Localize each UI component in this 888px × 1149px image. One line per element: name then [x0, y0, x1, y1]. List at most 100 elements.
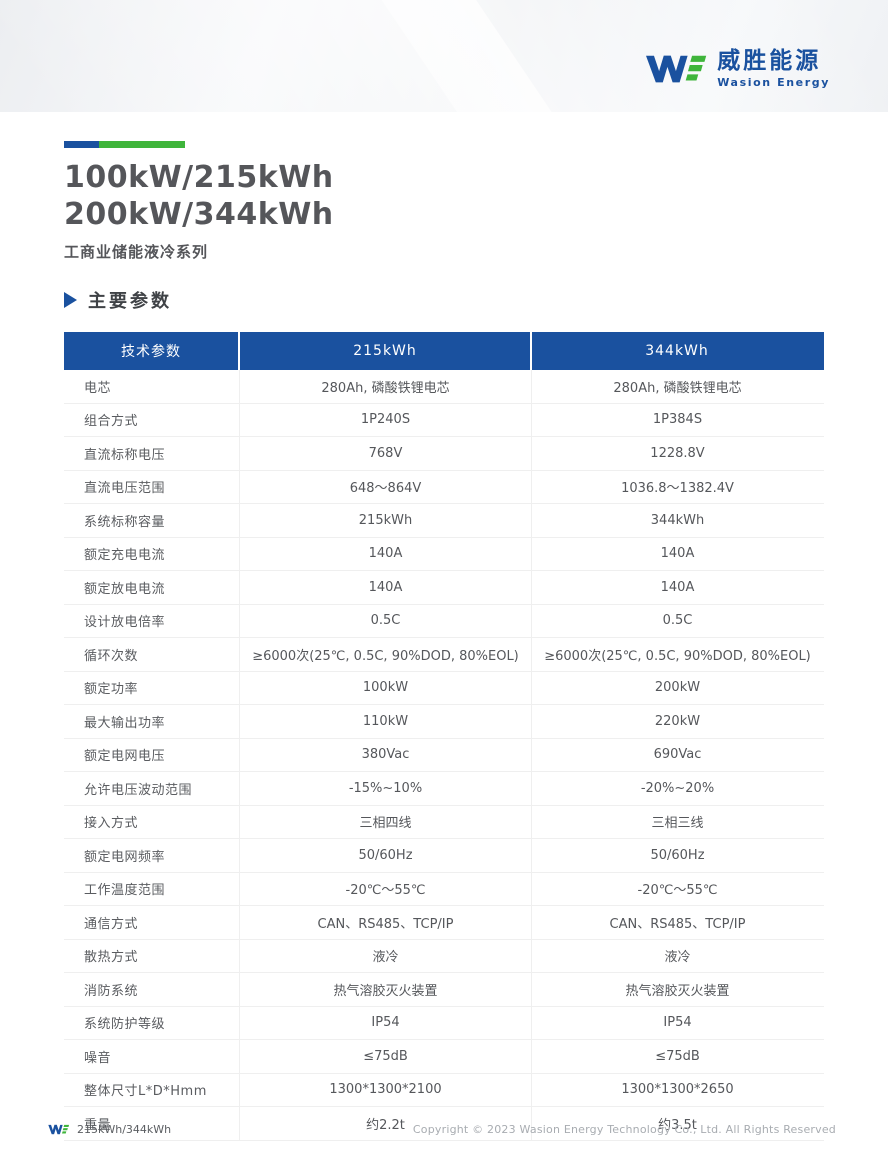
- param-name: 额定功率: [64, 671, 240, 704]
- value-215kwh: 768V: [240, 437, 532, 470]
- value-215kwh: ≥6000次(25℃, 0.5C, 90%DOD, 80%EOL): [240, 638, 532, 671]
- value-344kwh: -20%~20%: [640, 780, 715, 796]
- param-name: 额定充电电流: [64, 537, 240, 570]
- value-215kwh: 50/60Hz: [240, 839, 532, 872]
- footer-model-label: 215kWh/344kWh: [77, 1122, 172, 1136]
- spec-table: 技术参数 215kWh 344kWh 电芯 280Ah, 磷酸铁锂电芯 280Ah,…: [64, 332, 824, 1141]
- table-row: 系统标称容量 215kWh 344kWh: [64, 504, 824, 538]
- table-row: 电芯 280Ah, 磷酸铁锂电芯 280Ah, 磷酸铁锂电芯: [64, 370, 824, 404]
- value-215kwh: 1300*1300*2100: [240, 1073, 532, 1106]
- column-header-215kwh: 215kWh: [240, 332, 532, 370]
- table-row: 工作温度范围 -20℃～55℃ -20℃～55℃: [64, 872, 824, 906]
- param-name: 直流标称电压: [64, 437, 240, 470]
- param-name: 消防系统: [64, 973, 240, 1006]
- table-row: 散热方式 液冷 液冷: [64, 939, 824, 973]
- value-344kwh: 140A: [660, 546, 695, 562]
- value-344kwh: 220kW: [654, 713, 701, 729]
- page-subtitle: 工商业储能液冷系列: [64, 243, 209, 261]
- value-215kwh: 约2.2t: [240, 1107, 532, 1140]
- value-344kwh: 三相三线: [651, 816, 704, 832]
- value-215kwh: 1P240S: [240, 403, 532, 436]
- value-215kwh: 140A: [240, 571, 532, 604]
- page-footer: 215kWh/344kWh Copyright © 2023 Wasion En…: [0, 1115, 888, 1149]
- param-name: 额定电网电压: [64, 738, 240, 771]
- param-name: 额定放电电流: [64, 571, 240, 604]
- accent-bar-green: [99, 141, 185, 148]
- param-name: 散热方式: [64, 939, 240, 972]
- page-title-line2: 200kW/344kWh: [64, 197, 334, 232]
- top-banner: 威胜能源 Wasion Energy: [0, 0, 888, 112]
- value-215kwh: 三相四线: [240, 805, 532, 838]
- table-row: 通信方式 CAN、RS485、TCP/IP CAN、RS485、TCP/IP: [64, 906, 824, 940]
- table-row: 重量 约2.2t 约3.5t: [64, 1107, 824, 1141]
- table-row: 额定放电电流 140A 140A: [64, 571, 824, 605]
- param-name: 允许电压波动范围: [64, 772, 240, 805]
- brand-name: 威胜能源 Wasion Energy: [717, 50, 830, 89]
- spec-table-body: 电芯 280Ah, 磷酸铁锂电芯 280Ah, 磷酸铁锂电芯 组合方式 1P240S 1P…: [64, 370, 824, 1141]
- footer-brand: 215kWh/344kWh: [48, 1120, 171, 1139]
- table-row: 组合方式 1P240S 1P384S: [64, 403, 824, 437]
- value-215kwh: 110kW: [240, 705, 532, 738]
- value-344kwh: 200kW: [654, 680, 701, 696]
- value-215kwh: CAN、RS485、TCP/IP: [240, 906, 532, 939]
- table-row: 额定电网电压 380Vac 690Vac: [64, 738, 824, 772]
- table-row: 额定充电电流 140A 140A: [64, 537, 824, 571]
- value-344kwh: -20℃～55℃: [637, 883, 718, 899]
- value-344kwh: 1300*1300*2650: [621, 1082, 734, 1098]
- footer-copyright: Copyright © 2023 Wasion Energy Technolog…: [412, 1122, 836, 1136]
- value-215kwh: -20℃～55℃: [240, 872, 532, 905]
- value-215kwh: 热气溶胶灭火装置: [240, 973, 532, 1006]
- value-344kwh: 280Ah, 磷酸铁锂电芯: [613, 380, 742, 396]
- table-row: 系统防护等级 IP54 IP54: [64, 1006, 824, 1040]
- accent-bar: [64, 141, 185, 148]
- value-344kwh: 344kWh: [650, 512, 705, 528]
- value-344kwh: CAN、RS485、TCP/IP: [609, 916, 746, 932]
- value-344kwh: 1P384S: [652, 412, 703, 428]
- page-content: 100kW/215kWh 200kW/344kWh 工商业储能液冷系列 主要参数…: [0, 141, 888, 1141]
- param-name: 最大输出功率: [64, 705, 240, 738]
- table-row: 噪音 ≤75dB ≤75dB: [64, 1040, 824, 1074]
- table-row: 最大输出功率 110kW 220kW: [64, 705, 824, 739]
- value-344kwh: 1228.8V: [650, 445, 705, 461]
- value-215kwh: ≤75dB: [240, 1040, 532, 1073]
- value-215kwh: IP54: [240, 1006, 532, 1039]
- value-215kwh: 140A: [240, 537, 532, 570]
- param-name: 重量: [64, 1107, 240, 1140]
- param-name: 整体尺寸L*D*Hmm: [64, 1073, 240, 1106]
- param-name: 直流电压范围: [64, 470, 240, 503]
- value-215kwh: 0.5C: [240, 604, 532, 637]
- wasion-logo-small-icon: [48, 1120, 70, 1139]
- value-215kwh: 380Vac: [240, 738, 532, 771]
- value-344kwh: 50/60Hz: [650, 847, 705, 863]
- wasion-logo-icon: [646, 53, 708, 85]
- page-title: 100kW/215kWh 200kW/344kWh: [64, 159, 824, 233]
- param-name: 系统防护等级: [64, 1006, 240, 1039]
- table-row: 消防系统 热气溶胶灭火装置 热气溶胶灭火装置: [64, 973, 824, 1007]
- value-344kwh: 690Vac: [653, 747, 702, 763]
- table-row: 额定功率 100kW 200kW: [64, 671, 824, 705]
- triangle-right-icon: [64, 292, 77, 308]
- param-name: 额定电网频率: [64, 839, 240, 872]
- accent-bar-blue: [64, 141, 99, 148]
- column-header-344kwh: 344kWh: [645, 343, 709, 359]
- brand-logo: 威胜能源 Wasion Energy: [646, 50, 830, 88]
- param-name: 组合方式: [64, 403, 240, 436]
- value-215kwh: 液冷: [240, 939, 532, 972]
- table-row: 接入方式 三相四线 三相三线: [64, 805, 824, 839]
- value-344kwh: ≤75dB: [655, 1048, 700, 1064]
- param-name: 通信方式: [64, 906, 240, 939]
- param-name: 噪音: [64, 1040, 240, 1073]
- table-row: 循环次数 ≥6000次(25℃, 0.5C, 90%DOD, 80%EOL) ≥60…: [64, 638, 824, 672]
- param-name: 循环次数: [64, 638, 240, 671]
- param-name: 设计放电倍率: [64, 604, 240, 637]
- value-344kwh: 液冷: [664, 950, 691, 966]
- value-344kwh: ≥6000次(25℃, 0.5C, 90%DOD, 80%EOL): [544, 648, 811, 664]
- value-344kwh: 0.5C: [662, 613, 693, 629]
- page-title-line1: 100kW/215kWh: [64, 160, 334, 195]
- param-name: 工作温度范围: [64, 872, 240, 905]
- section-header: 主要参数: [64, 287, 824, 313]
- value-344kwh: 热气溶胶灭火装置: [625, 983, 730, 999]
- value-344kwh: 1036.8～1382.4V: [621, 481, 734, 497]
- value-344kwh: 140A: [660, 579, 695, 595]
- column-header-parameter: 技术参数: [64, 332, 240, 370]
